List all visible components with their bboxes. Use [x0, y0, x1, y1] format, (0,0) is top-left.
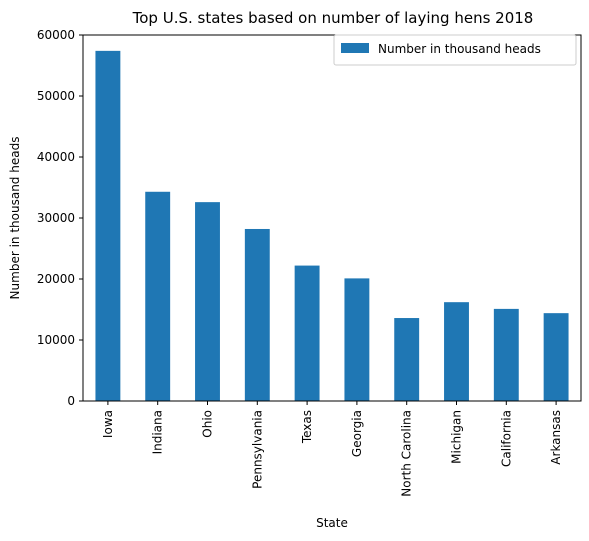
bar-iowa [95, 50, 121, 402]
y-tick-label: 30000 [37, 211, 75, 225]
y-tick-label: 40000 [37, 150, 75, 164]
x-axis-label: State [316, 516, 348, 530]
bar-michigan [444, 302, 469, 401]
y-tick-label: 20000 [37, 272, 75, 286]
x-tick-label: Arkansas [549, 410, 563, 465]
x-axis: Iowa Indiana Ohio Pennsylvania Texas Georgia N… [101, 401, 563, 497]
legend-label: Number in thousand heads [378, 42, 541, 56]
bar-texas [294, 265, 320, 401]
x-tick-label: Georgia [350, 410, 364, 457]
x-tick-label: Ohio [201, 410, 215, 438]
plot-area [82, 34, 582, 402]
chart-title: Top U.S. states based on number of layin… [132, 9, 534, 27]
x-tick-label: Texas [300, 410, 314, 444]
bar-arkansas [543, 313, 569, 401]
bar-ohio [195, 202, 220, 401]
bar-pennsylvania [244, 228, 270, 401]
x-tick-label: Iowa [101, 410, 115, 438]
legend-swatch [341, 43, 369, 53]
y-tick-label: 0 [67, 394, 75, 408]
x-tick-label: Indiana [151, 410, 165, 454]
y-tick-label: 10000 [37, 333, 75, 347]
x-tick-label: North Carolina [400, 410, 414, 497]
legend: Number in thousand heads [333, 34, 577, 66]
y-axis-label: Number in thousand heads [8, 137, 22, 300]
y-tick-label: 50000 [37, 89, 75, 103]
x-tick-label: Pennsylvania [250, 410, 264, 489]
x-tick-label: Michigan [450, 410, 464, 464]
legend-box [333, 34, 577, 66]
y-tick-label: 60000 [37, 28, 75, 42]
y-axis: 0 10000 20000 30000 40000 50000 60000 [37, 28, 83, 408]
bar-indiana [145, 191, 171, 401]
bar-georgia [344, 278, 370, 401]
bar-california [493, 308, 519, 401]
x-tick-label: California [499, 410, 513, 467]
bar-north-carolina [394, 318, 420, 401]
